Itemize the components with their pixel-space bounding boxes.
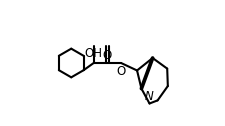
Text: OH: OH	[84, 47, 102, 60]
Text: O: O	[102, 49, 112, 62]
Text: O: O	[116, 65, 125, 78]
Text: N: N	[144, 90, 153, 103]
